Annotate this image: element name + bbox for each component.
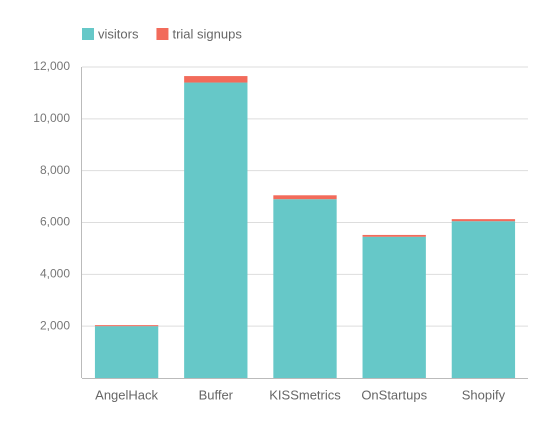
x-tick-label: AngelHack [95, 387, 158, 402]
x-tick-label: Buffer [199, 387, 234, 402]
legend-swatch [82, 28, 94, 40]
bar-segment [362, 234, 426, 237]
legend-swatch [156, 28, 169, 40]
y-tick-label: 10,000 [33, 111, 70, 125]
y-tick-label: 12,000 [33, 59, 70, 73]
bar-segment [273, 195, 337, 200]
bar-segment [184, 76, 248, 83]
bar-segment [451, 221, 516, 378]
y-tick-label: 6,000 [40, 215, 70, 229]
bar-segment [94, 325, 159, 327]
y-tick-label: 2,000 [40, 318, 70, 332]
bar-segment [362, 236, 426, 378]
y-tick-label: 4,000 [40, 267, 70, 281]
x-tick-label: Shopify [462, 387, 506, 402]
y-tick-label: 8,000 [40, 163, 70, 177]
x-tick-label: KISSmetrics [269, 387, 341, 402]
legend-label: visitors [98, 26, 139, 41]
bar-segment [184, 82, 248, 379]
legend-label: trial signups [172, 26, 242, 41]
bar-segment [273, 199, 337, 378]
x-tick-label: OnStartups [361, 387, 427, 402]
bar-segment [451, 219, 516, 222]
bar-segment [94, 326, 159, 378]
